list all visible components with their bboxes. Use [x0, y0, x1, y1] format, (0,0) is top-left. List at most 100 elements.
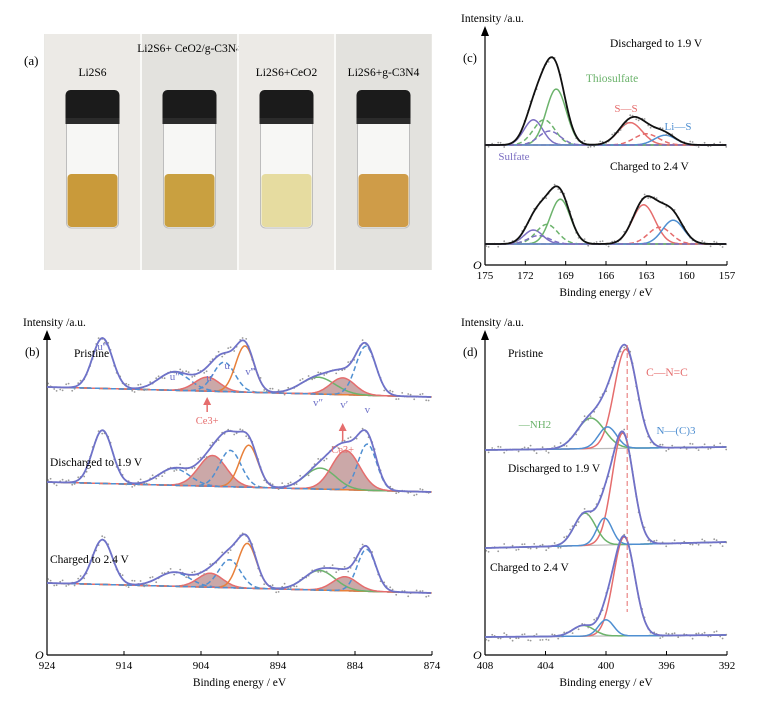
data-point: [307, 474, 310, 477]
data-point: [323, 459, 326, 462]
data-point: [181, 370, 184, 373]
data-point: [323, 374, 326, 376]
data-point: [545, 450, 548, 452]
data-point: [331, 446, 334, 448]
data-point: [173, 470, 176, 472]
data-point: [73, 584, 76, 587]
data-point: [191, 376, 194, 378]
data-point: [347, 361, 350, 363]
vial-cap: [162, 90, 217, 124]
data-point: [563, 631, 566, 634]
data-point: [283, 393, 286, 396]
data-point: [557, 546, 560, 549]
data-point: [151, 474, 154, 477]
component-peak: [485, 219, 727, 245]
data-point: [361, 339, 364, 341]
x-tick-label: 392: [719, 660, 736, 672]
data-point: [77, 476, 80, 479]
data-point: [485, 549, 488, 552]
data-point: [511, 639, 514, 642]
data-point: [623, 533, 626, 536]
data-point: [67, 382, 70, 385]
data-point: [79, 575, 82, 577]
data-point: [53, 388, 56, 390]
x-tick-label: 166: [598, 270, 615, 282]
panel-a-photo: (a) Li2S6 Li2S6+ CeO2/g-C3N4 Li2S6+CeO2 Li2…: [24, 34, 432, 270]
fitted-envelope: [47, 337, 432, 398]
data-point: [383, 389, 386, 392]
component-peak: [485, 133, 727, 146]
data-point: [523, 543, 526, 545]
data-point: [553, 183, 556, 186]
data-point: [703, 540, 706, 542]
vial-cap: [65, 90, 120, 124]
data-point: [719, 442, 722, 445]
data-point: [593, 618, 596, 621]
data-point: [317, 458, 320, 460]
data-point: [157, 375, 160, 378]
data-point: [325, 457, 328, 460]
data-point: [551, 633, 554, 636]
fitted-envelope: [485, 185, 727, 245]
data-point: [395, 398, 398, 400]
data-point: [131, 579, 134, 582]
data-point: [601, 240, 604, 243]
data-point: [667, 448, 670, 451]
data-point: [557, 188, 560, 191]
data-point: [409, 393, 412, 396]
data-point: [715, 630, 718, 633]
data-point: [227, 551, 230, 554]
data-point: [419, 488, 422, 490]
data-point: [659, 637, 662, 639]
data-point: [151, 576, 154, 578]
data-point: [575, 433, 578, 436]
data-point: [319, 570, 322, 573]
panel-label: (d): [463, 345, 478, 359]
data-point: [407, 393, 410, 395]
data-point: [547, 61, 550, 63]
data-point: [583, 238, 586, 241]
data-point: [533, 543, 536, 545]
data-point: [229, 549, 232, 551]
panel-a-label: (a): [24, 53, 38, 68]
data-point: [287, 482, 290, 485]
data-point: [85, 470, 88, 473]
data-point: [635, 118, 638, 121]
data-point: [499, 446, 502, 448]
data-point: [139, 478, 142, 481]
trace-label: Discharged to 1.9 V: [50, 457, 143, 469]
data-point: [487, 639, 490, 642]
x-tick-label: 894: [270, 660, 287, 672]
data-point: [541, 639, 544, 641]
data-point: [425, 595, 428, 598]
data-point: [73, 387, 76, 390]
data-point: [703, 443, 706, 446]
data-point: [545, 197, 548, 200]
component-peak: [47, 542, 432, 594]
data-point: [487, 451, 490, 454]
data-point: [515, 241, 518, 244]
component-peak: [47, 569, 432, 594]
data-point: [163, 472, 166, 474]
data-point: [691, 543, 694, 546]
data-point: [49, 579, 52, 582]
data-point: [347, 570, 350, 573]
data-point: [707, 448, 710, 450]
vial-label: Li2S6+g-C3N4: [348, 67, 420, 79]
vial-label: Li2S6+ CeO2/g-C3N4: [137, 43, 242, 55]
x-tick-label: 408: [477, 660, 494, 672]
x-tick-label: 400: [598, 660, 615, 672]
data-point: [337, 447, 340, 450]
data-point: [143, 585, 146, 588]
data-point: [529, 639, 532, 642]
fitted-envelope: [47, 429, 432, 493]
data-point: [391, 588, 394, 591]
data-point: [589, 415, 592, 418]
data-point: [689, 442, 692, 445]
x-tick-label: 396: [658, 660, 675, 672]
data-point: [269, 387, 272, 390]
data-point: [217, 439, 220, 441]
data-point: [133, 391, 136, 393]
data-point: [701, 538, 704, 541]
data-point: [133, 580, 136, 582]
